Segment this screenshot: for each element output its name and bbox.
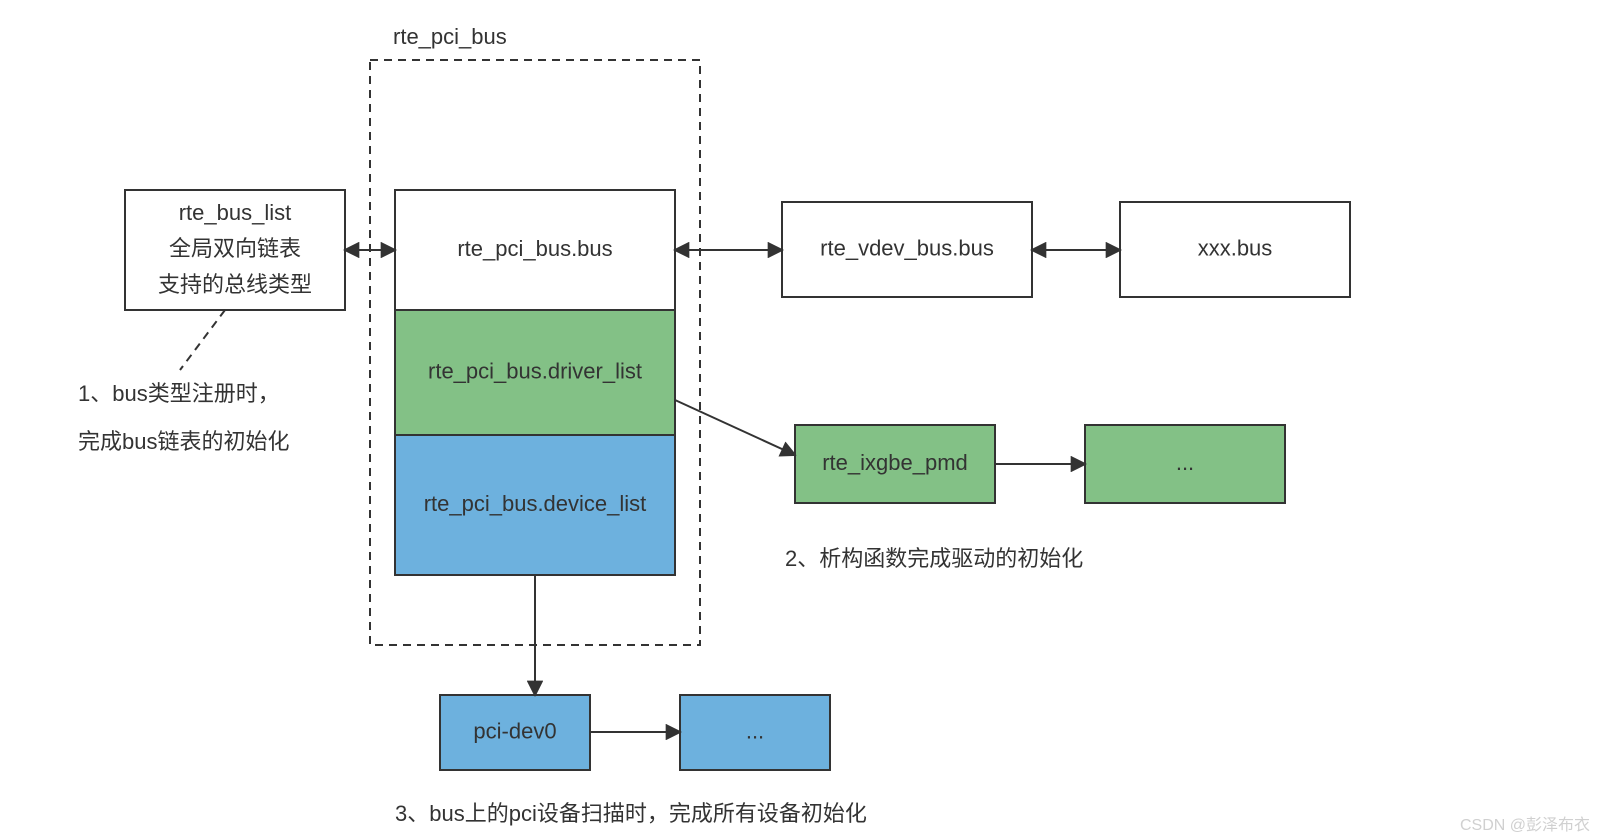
- node-label-device_list: rte_pci_bus.device_list: [424, 491, 647, 516]
- annotation-anno2-line-0: 2、析构函数完成驱动的初始化: [785, 546, 1083, 571]
- watermark: CSDN @彭泽布衣: [1460, 816, 1590, 834]
- node-pci_dev0: pci-dev0: [440, 695, 590, 770]
- annotation-anno1-line-0: 1、bus类型注册时，: [78, 381, 280, 406]
- node-line-bus_list-0: rte_bus_list: [179, 200, 292, 225]
- node-line-bus_list-1: 全局双向链表: [169, 236, 301, 261]
- node-label-blue_ellipsis: ...: [746, 718, 764, 743]
- annotation-anno3-line-0: 3、bus上的pci设备扫描时，完成所有设备初始化: [395, 801, 867, 826]
- node-vdev_bus: rte_vdev_bus.bus: [782, 202, 1032, 297]
- node-device_list: rte_pci_bus.device_list: [395, 435, 675, 575]
- annotation-anno1-line-1: 完成bus链表的初始化: [78, 429, 289, 454]
- node-label-pci_bus_bus: rte_pci_bus.bus: [457, 236, 612, 261]
- node-line-bus_list-2: 支持的总线类型: [158, 272, 312, 297]
- node-bus_list: rte_bus_list 全局双向链表支持的总线类型: [125, 190, 345, 310]
- node-label-ixgbe_pmd: rte_ixgbe_pmd: [822, 450, 968, 475]
- node-label-vdev_bus: rte_vdev_bus.bus: [820, 235, 994, 260]
- title-rte-pci-bus: rte_pci_bus: [393, 24, 507, 49]
- node-ixgbe_pmd: rte_ixgbe_pmd: [795, 425, 995, 503]
- node-green_ellipsis: ...: [1085, 425, 1285, 503]
- node-driver_list: rte_pci_bus.driver_list: [395, 310, 675, 435]
- node-label-xxx_bus: xxx.bus: [1198, 235, 1273, 260]
- node-label-green_ellipsis: ...: [1176, 450, 1194, 475]
- node-pci_bus_bus: rte_pci_bus.bus: [395, 190, 675, 310]
- node-blue_ellipsis: ...: [680, 695, 830, 770]
- node-label-pci_dev0: pci-dev0: [473, 718, 556, 743]
- node-xxx_bus: xxx.bus: [1120, 202, 1350, 297]
- node-label-driver_list: rte_pci_bus.driver_list: [428, 358, 642, 383]
